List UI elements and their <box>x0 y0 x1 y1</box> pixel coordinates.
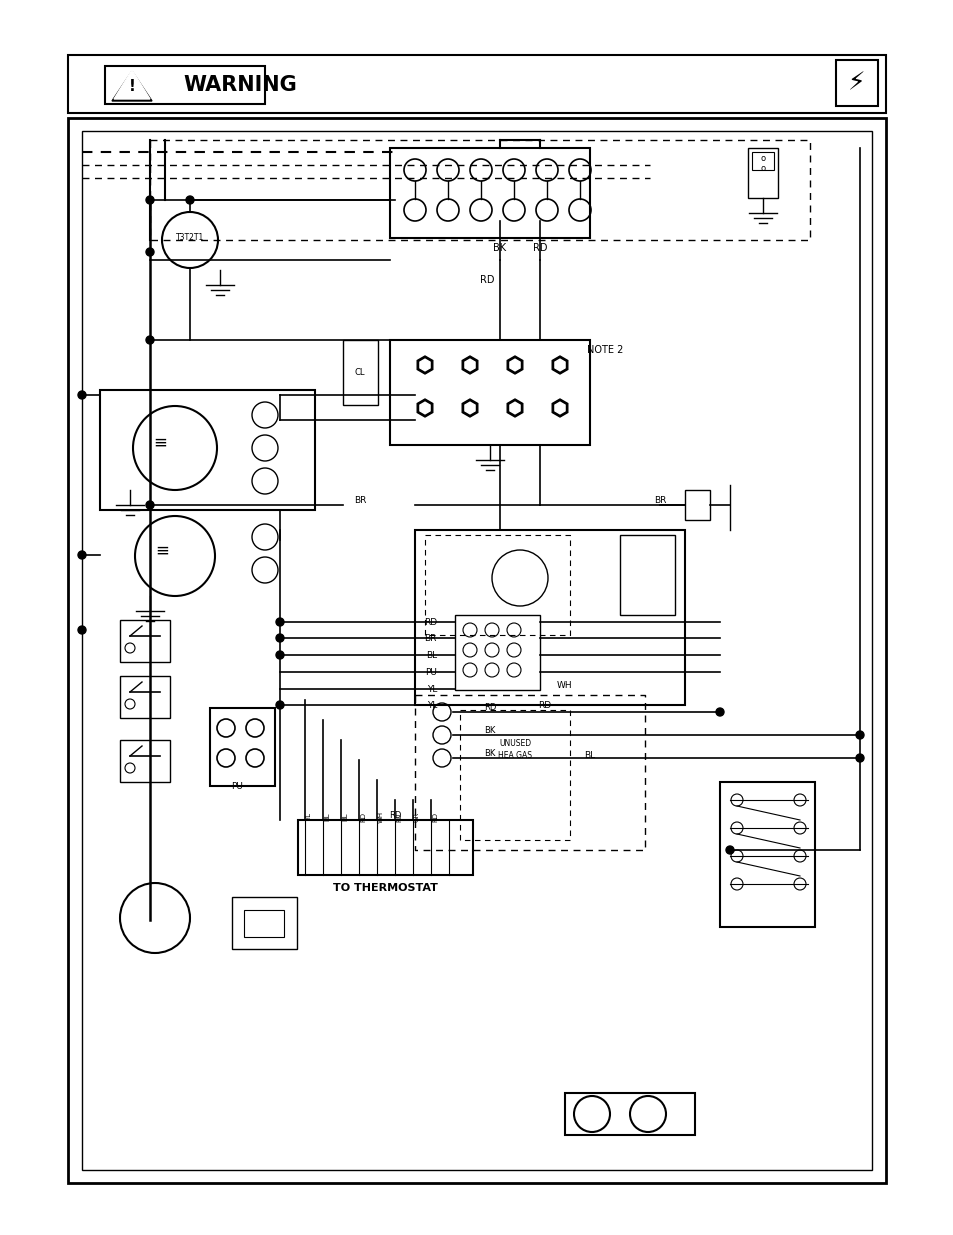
Bar <box>390 148 589 238</box>
Text: RD: RD <box>423 618 436 626</box>
Circle shape <box>725 846 733 853</box>
Polygon shape <box>419 403 430 414</box>
Text: WH: WH <box>557 680 572 689</box>
Bar <box>68 119 885 1183</box>
Text: BR: BR <box>354 495 366 505</box>
Polygon shape <box>461 356 477 374</box>
Bar <box>232 897 296 948</box>
Bar <box>720 782 814 927</box>
Text: RD: RD <box>389 810 401 820</box>
Polygon shape <box>419 359 430 370</box>
Circle shape <box>275 701 284 709</box>
Text: CL: CL <box>355 368 365 377</box>
Text: BL: BL <box>341 813 348 821</box>
Text: BK: BK <box>484 748 496 757</box>
Polygon shape <box>112 70 152 101</box>
Bar <box>82 131 871 1170</box>
Bar <box>100 390 314 510</box>
Text: BR: BR <box>653 495 665 505</box>
Text: YL: YL <box>426 700 436 709</box>
Text: PU: PU <box>425 667 436 677</box>
Text: ⚡: ⚡ <box>847 70 864 95</box>
Text: WARNING: WARNING <box>183 75 296 95</box>
Polygon shape <box>507 356 522 374</box>
Text: ≡: ≡ <box>152 433 167 452</box>
Text: PU: PU <box>231 782 243 790</box>
Text: NOTE 2: NOTE 2 <box>586 345 622 354</box>
Bar <box>455 615 539 690</box>
Text: RD: RD <box>532 243 547 253</box>
Polygon shape <box>464 403 475 414</box>
Circle shape <box>716 708 723 716</box>
Polygon shape <box>552 399 567 417</box>
Bar <box>120 740 170 782</box>
Bar <box>68 56 885 112</box>
Text: HEA GAS: HEA GAS <box>497 751 532 760</box>
Bar <box>343 340 377 405</box>
Circle shape <box>146 336 153 345</box>
Polygon shape <box>510 403 519 414</box>
Text: UNUSED: UNUSED <box>498 739 531 747</box>
Text: BL: BL <box>425 651 436 659</box>
Circle shape <box>855 755 863 762</box>
Polygon shape <box>113 70 150 99</box>
Text: BL: BL <box>584 751 595 760</box>
Text: YL: YL <box>306 813 312 821</box>
Polygon shape <box>461 399 477 417</box>
Bar <box>835 61 877 106</box>
Bar <box>619 535 675 615</box>
Text: RD: RD <box>483 703 496 711</box>
Bar <box>747 148 778 198</box>
Circle shape <box>275 618 284 626</box>
Text: BL: BL <box>324 813 330 821</box>
Bar <box>244 910 284 937</box>
Text: TO THERMOSTAT: TO THERMOSTAT <box>333 883 437 893</box>
Text: RD: RD <box>359 811 366 823</box>
Text: GR: GR <box>414 811 419 823</box>
Text: T3T2T1: T3T2T1 <box>175 232 204 242</box>
Bar <box>210 708 274 785</box>
Bar <box>120 620 170 662</box>
Text: !: ! <box>129 79 135 94</box>
Text: ≡: ≡ <box>155 542 169 559</box>
Polygon shape <box>416 399 433 417</box>
Text: PU: PU <box>395 813 401 821</box>
Text: RD: RD <box>432 811 437 823</box>
Text: BK: BK <box>493 243 506 253</box>
Text: RD: RD <box>479 275 494 285</box>
Circle shape <box>275 634 284 642</box>
Polygon shape <box>552 356 567 374</box>
Circle shape <box>78 626 86 634</box>
Circle shape <box>186 196 193 204</box>
Circle shape <box>275 651 284 659</box>
Bar <box>564 1093 695 1135</box>
Circle shape <box>146 248 153 256</box>
Bar <box>415 530 684 705</box>
Bar <box>297 820 473 876</box>
Bar <box>390 340 589 445</box>
Text: o: o <box>760 153 764 163</box>
Polygon shape <box>555 359 564 370</box>
Bar <box>751 152 773 170</box>
Polygon shape <box>507 399 522 417</box>
Text: BK: BK <box>484 725 496 735</box>
Text: BR: BR <box>424 634 436 642</box>
Bar <box>105 65 265 104</box>
Polygon shape <box>464 359 475 370</box>
Polygon shape <box>416 356 433 374</box>
Text: o: o <box>760 163 764 173</box>
Polygon shape <box>510 359 519 370</box>
Text: YL: YL <box>426 684 436 694</box>
Circle shape <box>78 551 86 559</box>
Circle shape <box>78 391 86 399</box>
Circle shape <box>855 731 863 739</box>
Bar <box>684 490 709 520</box>
Text: WH: WH <box>377 811 384 823</box>
Circle shape <box>146 196 153 204</box>
Text: RD: RD <box>537 700 551 709</box>
Circle shape <box>146 501 153 509</box>
Bar <box>120 676 170 718</box>
Polygon shape <box>555 403 564 414</box>
